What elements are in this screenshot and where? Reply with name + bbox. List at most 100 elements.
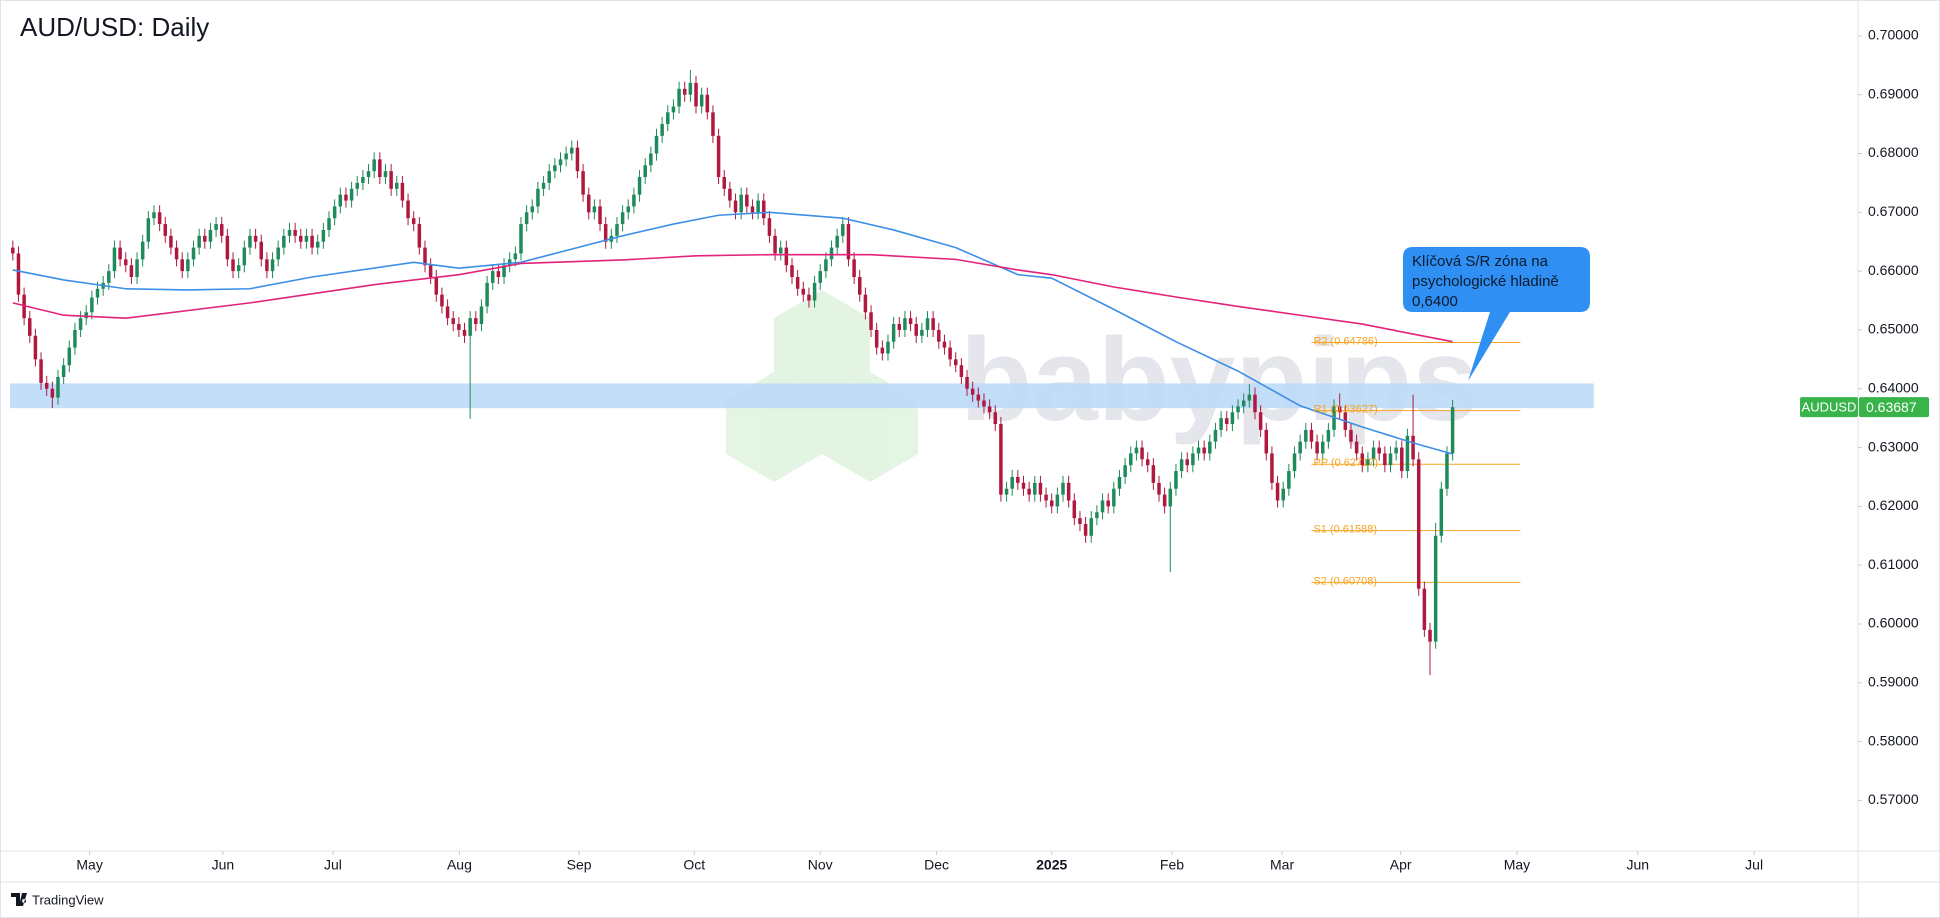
candle-body — [315, 241, 320, 248]
candle-body — [1315, 441, 1319, 454]
candle-body — [78, 318, 83, 330]
candle-body — [327, 218, 331, 230]
candle-body — [84, 312, 88, 319]
candle-body — [270, 259, 275, 272]
candle-body — [959, 365, 964, 377]
candle-body — [434, 277, 439, 295]
candle-body — [157, 212, 162, 225]
candle-body — [1253, 394, 1257, 413]
candle-body — [982, 400, 986, 407]
candle-body — [824, 259, 828, 272]
y-tick-label: 0.62000 — [1868, 497, 1919, 513]
candle-body — [1366, 459, 1370, 466]
candle-body — [1394, 447, 1398, 454]
candle-body — [259, 241, 264, 260]
candle-body — [987, 406, 992, 413]
candle-body — [349, 188, 354, 201]
candle-body — [1422, 588, 1427, 630]
logo-icon — [11, 893, 27, 906]
candle-body — [474, 318, 478, 325]
candle-body — [728, 188, 732, 201]
pivot-label: S1 (0.61588) — [1313, 524, 1377, 536]
candle-body — [846, 224, 851, 260]
candle-body — [1072, 500, 1077, 519]
candle-body — [835, 235, 839, 248]
y-tick-label: 0.63000 — [1868, 438, 1919, 454]
candle-body — [1450, 407, 1455, 454]
candle-body — [1089, 518, 1093, 536]
candle-body — [767, 218, 772, 236]
candle-body — [784, 247, 789, 266]
candle-body — [90, 297, 94, 313]
candle-body — [372, 159, 376, 172]
candle-body — [507, 259, 512, 266]
candle-body — [903, 318, 907, 330]
candle-body — [265, 259, 269, 272]
candle-body — [1281, 488, 1285, 501]
candle-body — [937, 329, 941, 342]
candle-body — [225, 235, 230, 260]
candle-body — [1208, 441, 1212, 454]
y-tick-label: 0.64000 — [1868, 379, 1919, 395]
x-tick-label: May — [1504, 857, 1530, 873]
candle-body — [361, 177, 365, 183]
candle-body — [756, 200, 760, 213]
candle-body — [73, 329, 77, 348]
candle-body — [180, 259, 184, 272]
candle-body — [383, 171, 388, 178]
y-tick-label: 0.70000 — [1868, 27, 1919, 43]
candle-body — [496, 271, 501, 278]
pivot-label: PP (0.62717) — [1313, 457, 1378, 469]
candle-body — [897, 324, 902, 330]
candle-body — [863, 294, 868, 313]
candle-body — [214, 224, 218, 230]
candle-body — [660, 124, 664, 136]
candle-body — [1264, 429, 1269, 454]
candle-body — [1230, 412, 1235, 425]
candle-body — [1078, 518, 1082, 525]
y-tick-label: 0.69000 — [1868, 85, 1919, 101]
candle-body — [310, 235, 314, 248]
candle-body — [1049, 500, 1054, 507]
candle-body — [965, 376, 969, 389]
candle-body — [253, 235, 258, 242]
candle-body — [191, 247, 196, 260]
candle-body — [801, 288, 806, 295]
candle-body — [1038, 482, 1043, 495]
candle-body — [95, 288, 100, 298]
candle-body — [502, 265, 506, 278]
candle-body — [107, 271, 111, 283]
candle-body — [1191, 453, 1195, 466]
candle-body — [553, 165, 557, 172]
candle-body — [33, 335, 38, 360]
candle-body — [123, 259, 128, 266]
candle-body — [169, 235, 173, 248]
candle-body — [976, 394, 981, 401]
candle-body — [524, 212, 529, 225]
candle-body — [1383, 453, 1387, 466]
candle-body — [841, 224, 845, 236]
candle-body — [417, 224, 422, 248]
candle-body — [163, 224, 168, 236]
candle-body — [677, 88, 681, 107]
y-tick-label: 0.66000 — [1868, 262, 1919, 278]
callout-box — [1403, 247, 1590, 381]
candle-body — [112, 247, 117, 272]
candle-body — [1337, 406, 1342, 413]
candle-body — [406, 200, 410, 219]
candle-body — [248, 235, 252, 248]
candle-body — [999, 424, 1003, 495]
candle-body — [942, 341, 947, 348]
candle-body — [649, 153, 653, 166]
price-tag — [1859, 397, 1929, 418]
pivot-label: R2 (0.64786) — [1313, 335, 1377, 347]
candle-body — [666, 112, 670, 125]
candle-body — [688, 82, 693, 95]
x-tick-label: Oct — [683, 857, 705, 873]
candle-body — [236, 265, 241, 272]
candle-body — [1247, 394, 1252, 401]
callout-text: 0,6400 — [1412, 293, 1458, 310]
symbol-tag-text: AUDUSD — [1802, 400, 1857, 415]
candle-body — [276, 247, 280, 260]
candle-body — [174, 247, 179, 260]
